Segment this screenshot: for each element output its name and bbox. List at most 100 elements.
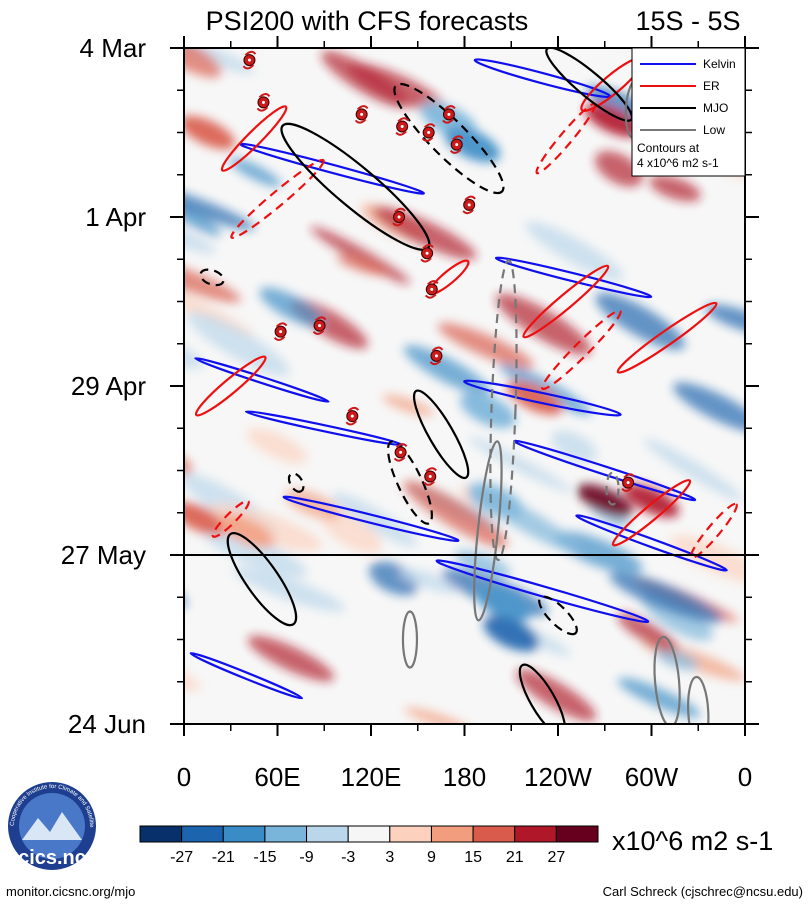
er-contour [611, 479, 692, 547]
legend: Kelvin ER MJO Low Contours at 4 x10^6 m2 s-1 [631, 47, 746, 177]
shading-blob [475, 585, 532, 622]
shading-blob [382, 394, 434, 417]
mjo-contour [226, 532, 298, 627]
shading-blob [655, 648, 699, 671]
kelvin-contour [494, 256, 653, 299]
shading-blob [184, 577, 187, 608]
mjo-contour [538, 595, 578, 636]
colorbar-tick-label: 15 [464, 849, 482, 866]
cyclone-icon [242, 50, 257, 70]
cyclone-icon [449, 135, 464, 154]
shading-blob [609, 572, 723, 624]
shading-blob [202, 527, 308, 578]
shading-blob [218, 514, 274, 548]
colorbar-tick-label: 21 [506, 849, 524, 866]
shading-blob [184, 502, 228, 536]
colorbar-tick-label: 9 [427, 849, 436, 866]
kelvin-contour [194, 357, 330, 403]
colorbar-tick-label: -27 [170, 849, 193, 866]
er-contour [230, 158, 325, 239]
shading-blob [247, 427, 308, 464]
cyclone-icon [312, 316, 327, 335]
kelvin-contour [473, 58, 612, 99]
shading-blob [403, 345, 491, 396]
shading-blob [468, 436, 572, 493]
x-axis: 0 60E 120E 180 120W 60W 0 [177, 36, 752, 792]
cyclone-icon [392, 207, 406, 227]
er-contour [616, 301, 718, 374]
colorbar-swatch [389, 825, 432, 843]
cyclone-icon [424, 280, 439, 299]
cyclone-icon [345, 406, 360, 426]
logo-text: cics.nc [18, 847, 86, 869]
x-tick-label: 60E [254, 762, 300, 792]
legend-label-mjo: MJO [703, 101, 728, 115]
cyclone-icon [393, 443, 408, 462]
er-contour [541, 309, 622, 391]
svg-text:Cooperative Institute for Clim: Cooperative Institute for Climate and Sa… [0, 0, 94, 828]
shading-blob [331, 492, 418, 547]
shading-blob [595, 293, 685, 350]
shading-blob [594, 151, 643, 187]
colorbar: -27 -21 -15 -9 -3 3 9 15 21 27 [139, 825, 599, 866]
mjo-contour [386, 440, 433, 525]
er-contour [522, 264, 610, 339]
y-tick-label: 24 Jun [68, 709, 146, 739]
shading-blob [649, 175, 701, 202]
cyclone-icon [621, 473, 635, 492]
source-url[interactable]: monitor.cicsnc.org/mjo [6, 884, 136, 899]
x-tick-label: 0 [738, 762, 752, 792]
kelvin-contour [282, 495, 460, 543]
shading-blob [673, 382, 745, 433]
colorbar-swatch [222, 825, 266, 843]
colorbar-units: x10^6 m2 s-1 [612, 826, 774, 856]
low-contour [489, 259, 518, 562]
kelvin-contour [189, 651, 304, 700]
colorbar-tick-label: -3 [341, 849, 355, 866]
x-tick-label: 0 [177, 762, 191, 792]
colorbar-swatch [555, 825, 599, 843]
cyclone-icon [395, 117, 409, 136]
er-contour [194, 355, 267, 417]
shading-blob [495, 293, 592, 355]
shading-blob [437, 322, 534, 369]
shading-blob [184, 256, 241, 303]
colorbar-swatch [514, 825, 557, 843]
shading-blob [320, 509, 382, 554]
shading-blob [399, 568, 460, 594]
shading-blob [617, 613, 679, 653]
cyclone-icon [256, 93, 271, 112]
tropical-cyclones [242, 50, 635, 492]
er-contour [211, 499, 250, 538]
y-tick-label: 29 Apr [71, 371, 147, 401]
kelvin-contour [463, 379, 622, 417]
colorbar-tick-label: 27 [547, 849, 565, 866]
shading-blob [336, 254, 389, 276]
shading-blob [184, 336, 204, 369]
x-tick-label: 120E [341, 762, 402, 792]
shading-blob [184, 184, 255, 231]
shading-blob [187, 311, 290, 377]
shading-blob [525, 221, 624, 281]
colorbar-swatch [139, 825, 183, 843]
low-contour [605, 471, 620, 506]
shading-blob [460, 392, 516, 429]
x-tick-label: 120W [524, 762, 592, 792]
colorbar-swatch [347, 825, 391, 843]
colorbar-tick-label: -15 [253, 849, 276, 866]
legend-label-kelvin: Kelvin [703, 57, 736, 71]
legend-label-er: ER [703, 79, 720, 93]
colorbar-tick-label: -9 [299, 849, 313, 866]
kelvin-contour [435, 559, 650, 624]
colorbar-tick-label: -21 [212, 849, 235, 866]
x-tick-label: 180 [443, 762, 486, 792]
shading-blob [184, 48, 255, 74]
mjo-contour [412, 389, 470, 480]
colorbar-swatch [472, 825, 516, 843]
cyclone-icon [354, 105, 369, 124]
author-credit: Carl Schreck (cjschrec@ncsu.edu) [602, 884, 803, 899]
shading-blob [247, 635, 335, 682]
legend-note: Contours at 4 x10^6 m2 s-1 [637, 141, 719, 170]
legend-box [631, 47, 746, 177]
shading-blob [643, 438, 744, 501]
